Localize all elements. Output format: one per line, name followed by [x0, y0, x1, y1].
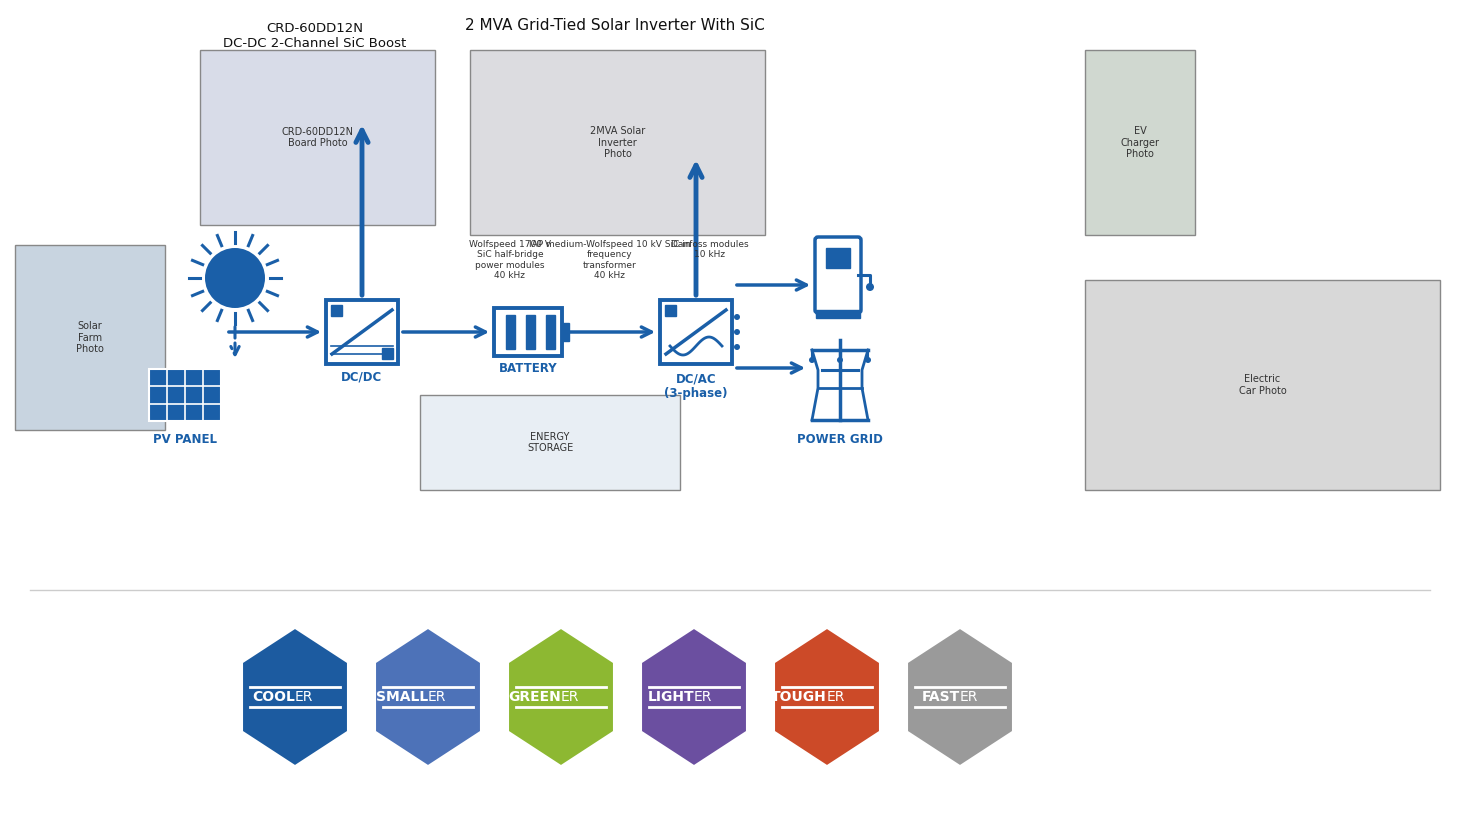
Polygon shape: [374, 627, 482, 767]
Text: EV
Charger
Photo: EV Charger Photo: [1120, 126, 1159, 159]
Text: ER: ER: [694, 690, 712, 704]
Text: Electric
Car Photo: Electric Car Photo: [1238, 374, 1286, 396]
Circle shape: [734, 329, 740, 335]
Polygon shape: [774, 627, 880, 767]
Text: CRD-60DD12N
DC-DC 2-Channel SiC Boost: CRD-60DD12N DC-DC 2-Channel SiC Boost: [223, 22, 407, 50]
Circle shape: [837, 357, 842, 363]
Polygon shape: [834, 280, 842, 304]
Circle shape: [734, 344, 740, 350]
Circle shape: [809, 357, 815, 363]
FancyBboxPatch shape: [562, 323, 569, 341]
Text: LIGHT: LIGHT: [647, 690, 693, 704]
Polygon shape: [641, 627, 748, 767]
Circle shape: [204, 248, 266, 308]
Text: SMALL: SMALL: [375, 690, 428, 704]
Text: CRD-60DD12N
Board Photo: CRD-60DD12N Board Photo: [282, 127, 353, 149]
Text: GREEN: GREEN: [508, 690, 561, 704]
FancyBboxPatch shape: [816, 310, 860, 318]
Polygon shape: [241, 627, 349, 767]
FancyBboxPatch shape: [15, 245, 165, 430]
Text: Wolfspeed 1700 V
SiC half-bridge
power modules
40 kHz: Wolfspeed 1700 V SiC half-bridge power m…: [469, 240, 550, 281]
Text: 2 MVA Grid-Tied Solar Inverter With SiC: 2 MVA Grid-Tied Solar Inverter With SiC: [466, 18, 765, 33]
Text: 2MVA Solar
Inverter
Photo: 2MVA Solar Inverter Photo: [590, 126, 645, 159]
FancyBboxPatch shape: [420, 395, 680, 490]
FancyBboxPatch shape: [200, 50, 435, 225]
FancyBboxPatch shape: [1085, 280, 1440, 490]
Text: COOL: COOL: [253, 690, 295, 704]
Circle shape: [866, 283, 875, 291]
Text: TOUGH: TOUGH: [771, 690, 826, 704]
Text: ENERGY
STORAGE: ENERGY STORAGE: [527, 432, 574, 453]
Circle shape: [864, 357, 872, 363]
FancyBboxPatch shape: [1085, 50, 1194, 235]
FancyBboxPatch shape: [546, 315, 555, 349]
Text: ER: ER: [561, 690, 580, 704]
Text: ER: ER: [295, 690, 314, 704]
Text: Danfoss modules
10 kHz: Danfoss modules 10 kHz: [672, 240, 749, 260]
Text: POWER GRID: POWER GRID: [797, 433, 883, 446]
Polygon shape: [907, 627, 1013, 767]
FancyBboxPatch shape: [331, 305, 342, 316]
FancyBboxPatch shape: [826, 248, 850, 268]
Text: FAST: FAST: [921, 690, 961, 704]
Text: ER: ER: [961, 690, 978, 704]
Text: DC/DC: DC/DC: [342, 370, 383, 383]
Text: BATTERY: BATTERY: [499, 362, 558, 375]
FancyBboxPatch shape: [149, 369, 220, 421]
Text: ER: ER: [826, 690, 845, 704]
FancyBboxPatch shape: [664, 305, 676, 316]
FancyBboxPatch shape: [383, 348, 393, 359]
FancyBboxPatch shape: [526, 315, 534, 349]
Text: DC/AC
(3-phase): DC/AC (3-phase): [664, 372, 727, 400]
Text: ER: ER: [428, 690, 447, 704]
Text: Solar
Farm
Photo: Solar Farm Photo: [76, 321, 104, 354]
Polygon shape: [507, 627, 615, 767]
FancyBboxPatch shape: [507, 315, 515, 349]
FancyBboxPatch shape: [470, 50, 765, 235]
Circle shape: [734, 314, 740, 320]
Text: IAP medium-Wolfspeed 10 kV SiC in
frequency
transformer
40 kHz: IAP medium-Wolfspeed 10 kV SiC in freque…: [529, 240, 691, 281]
Text: PV PANEL: PV PANEL: [153, 433, 218, 446]
